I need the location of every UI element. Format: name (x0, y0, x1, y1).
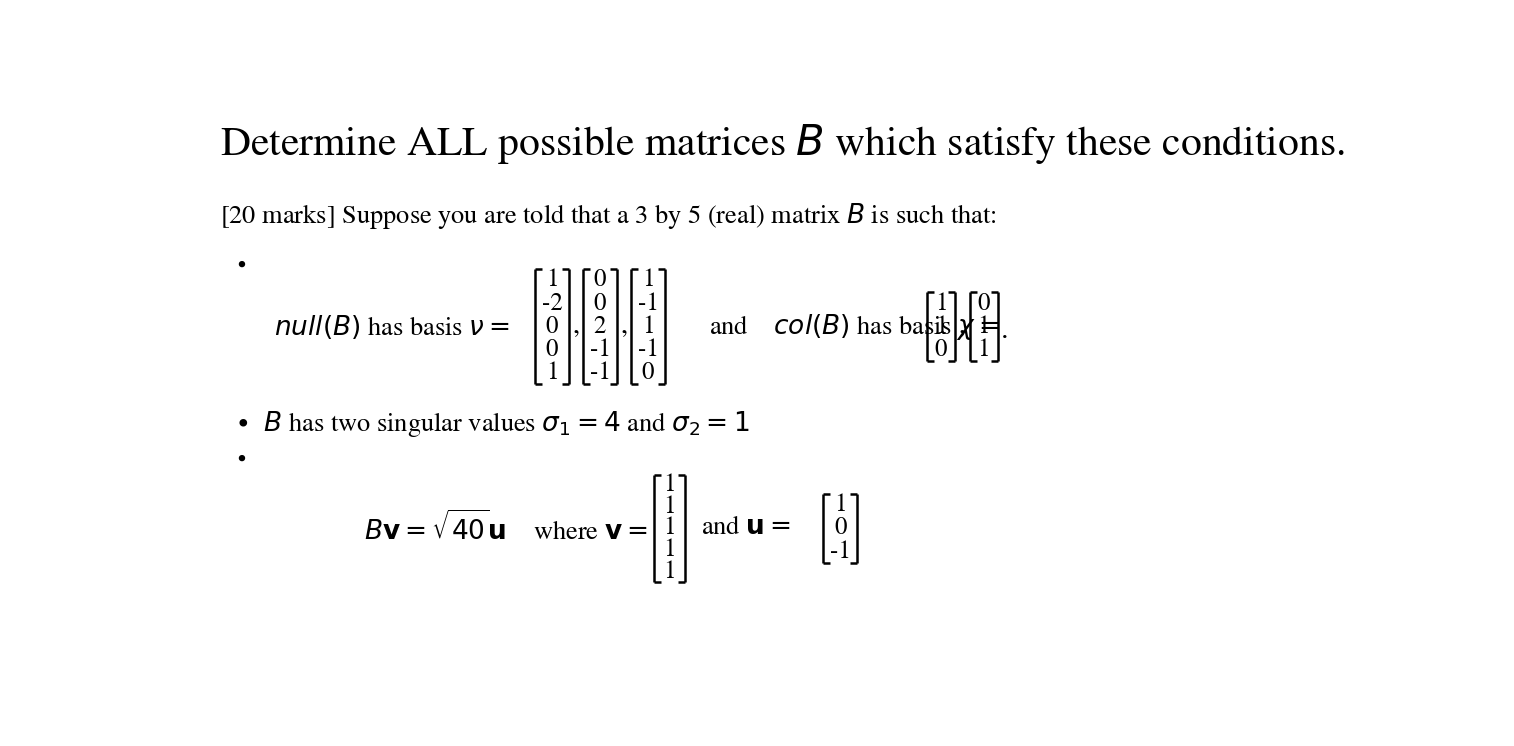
Text: -1: -1 (637, 338, 659, 362)
Text: 0: 0 (593, 292, 606, 316)
Text: -2: -2 (542, 292, 562, 316)
Text: 0: 0 (934, 338, 948, 362)
Text: 0: 0 (978, 292, 990, 316)
Text: Determine ALL possible matrices $B$ which satisfy these conditions.: Determine ALL possible matrices $B$ whic… (220, 122, 1344, 166)
Text: 0: 0 (593, 269, 606, 292)
Text: 1: 1 (642, 315, 654, 339)
Text: 0: 0 (545, 315, 559, 339)
Text: $\mathit{null}(B)$ has basis $\nu =$: $\mathit{null}(B)$ has basis $\nu =$ (274, 313, 510, 341)
Text: $\bullet$  $B$ has two singular values $\sigma_1 = 4$ and $\sigma_2 = 1$: $\bullet$ $B$ has two singular values $\… (235, 409, 749, 439)
Text: 1: 1 (834, 493, 846, 517)
Text: 2: 2 (593, 315, 606, 339)
Text: 1: 1 (663, 538, 675, 562)
Text: -1: -1 (830, 539, 851, 563)
Text: -1: -1 (637, 292, 659, 316)
Text: 1: 1 (545, 361, 559, 385)
Text: .: . (1001, 317, 1008, 345)
Text: 1: 1 (545, 269, 559, 292)
Text: ,: , (621, 314, 628, 339)
Text: ,: , (572, 314, 580, 339)
Text: 0: 0 (642, 361, 654, 385)
Text: 1: 1 (663, 473, 675, 498)
Text: 1: 1 (934, 292, 948, 316)
Text: 0: 0 (834, 516, 846, 540)
Text: 1: 1 (642, 269, 654, 292)
Text: 1: 1 (663, 495, 675, 519)
Text: and    $\mathit{col}(B)$ has basis $\chi =$: and $\mathit{col}(B)$ has basis $\chi =$ (709, 312, 999, 342)
Text: [20 marks] Suppose you are told that a 3 by 5 (real) matrix $B$ is such that:: [20 marks] Suppose you are told that a 3… (220, 201, 996, 231)
Text: $\bullet$: $\bullet$ (235, 449, 247, 469)
Text: -1: -1 (589, 338, 610, 362)
Text: ,: , (958, 314, 966, 339)
Text: 1: 1 (978, 315, 990, 339)
Text: 0: 0 (545, 338, 559, 362)
Text: 1: 1 (663, 516, 675, 540)
Text: 1: 1 (934, 315, 948, 339)
Text: $\bullet$: $\bullet$ (235, 255, 247, 275)
Text: -1: -1 (589, 361, 610, 385)
Text: 1: 1 (978, 338, 990, 362)
Text: 1: 1 (663, 560, 675, 583)
Text: and $\mathbf{u} =$: and $\mathbf{u} =$ (701, 516, 790, 540)
Text: $B\mathbf{v} = \sqrt{40}\mathbf{u}$    where $\mathbf{v} =$: $B\mathbf{v} = \sqrt{40}\mathbf{u}$ wher… (363, 511, 648, 546)
